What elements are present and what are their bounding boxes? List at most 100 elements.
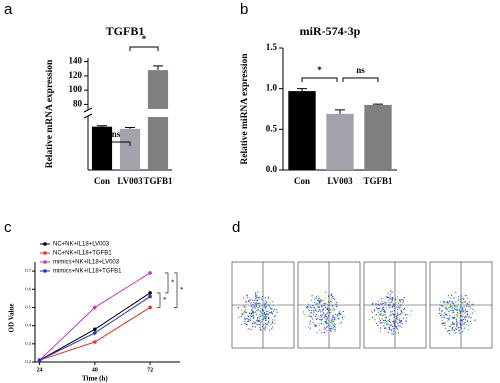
flow-dot bbox=[462, 296, 464, 298]
flow-dot bbox=[331, 325, 333, 328]
flow-dot bbox=[467, 313, 469, 315]
flow-dot bbox=[446, 321, 448, 323]
flow-dot bbox=[324, 323, 326, 326]
flow-dot bbox=[324, 306, 326, 309]
flow-dot bbox=[460, 327, 463, 329]
flow-dot bbox=[261, 304, 263, 306]
flow-dot bbox=[436, 314, 438, 316]
error-bar bbox=[297, 88, 307, 92]
flow-dot bbox=[463, 310, 465, 312]
flow-dot bbox=[342, 318, 344, 320]
flow-dot bbox=[244, 322, 246, 325]
flow-dot bbox=[444, 317, 446, 319]
flow-dot bbox=[243, 305, 245, 307]
flow-dot bbox=[248, 320, 250, 322]
x-tick-label: TGFB1 bbox=[143, 176, 173, 186]
flow-dot bbox=[317, 295, 319, 297]
annotation: * bbox=[163, 296, 167, 304]
flow-dot bbox=[379, 311, 381, 313]
flow-dot bbox=[255, 299, 257, 301]
flow-dot bbox=[396, 318, 398, 321]
flow-dot bbox=[246, 294, 248, 296]
flow-dot bbox=[456, 328, 458, 330]
bracket bbox=[101, 141, 131, 146]
flow-dot bbox=[397, 322, 399, 324]
flow-dot bbox=[307, 326, 309, 328]
flow-dot bbox=[327, 304, 329, 306]
flow-dot bbox=[319, 329, 321, 331]
flow-dot bbox=[321, 295, 323, 297]
flow-dot bbox=[390, 290, 392, 292]
flow-dot bbox=[265, 319, 267, 321]
flow-dot bbox=[440, 304, 442, 306]
flow-dot bbox=[320, 300, 322, 302]
flow-dot bbox=[410, 310, 412, 312]
flow-dot bbox=[463, 299, 465, 301]
flow-dot bbox=[325, 314, 327, 316]
flow-dot bbox=[456, 322, 458, 324]
annotation: * bbox=[171, 279, 175, 287]
flow-dot bbox=[319, 301, 321, 303]
flow-dot bbox=[373, 310, 375, 312]
x-tick-label: Con bbox=[294, 176, 310, 186]
flow-dot bbox=[267, 320, 269, 322]
flow-dot bbox=[451, 328, 453, 330]
flow-dot bbox=[377, 303, 379, 305]
flow-dot bbox=[257, 308, 259, 310]
flow-dot bbox=[272, 310, 275, 312]
flow-dot bbox=[445, 308, 447, 310]
flow-dot bbox=[377, 307, 379, 309]
flow-dot bbox=[309, 320, 311, 322]
bracket bbox=[165, 272, 169, 294]
flow-dot bbox=[386, 322, 388, 324]
flow-dot bbox=[403, 307, 406, 309]
flow-dot bbox=[392, 333, 395, 335]
flow-dot bbox=[322, 314, 324, 316]
flow-dot bbox=[253, 321, 255, 323]
flow-dot bbox=[247, 328, 249, 330]
flow-dot bbox=[387, 296, 390, 299]
flow-dot bbox=[439, 315, 441, 317]
flow-dot bbox=[452, 330, 454, 332]
y-tick-label: 0.4 bbox=[25, 323, 31, 328]
point bbox=[148, 271, 152, 275]
flow-dot bbox=[328, 319, 330, 322]
flow-dot bbox=[441, 305, 443, 307]
flow-dot bbox=[460, 294, 462, 296]
flow-dot bbox=[391, 310, 393, 313]
flow-dot bbox=[471, 312, 473, 314]
flow-dot bbox=[464, 316, 466, 318]
flow-dot bbox=[243, 310, 246, 312]
flow-dot bbox=[334, 321, 336, 323]
flow-dot bbox=[249, 319, 251, 322]
flow-dot bbox=[455, 314, 458, 316]
flow-dot bbox=[254, 292, 257, 294]
flow-dot bbox=[442, 300, 444, 302]
point bbox=[148, 291, 152, 295]
flow-dot bbox=[326, 323, 328, 325]
flow-dot bbox=[253, 306, 255, 308]
flow-dot bbox=[390, 328, 393, 331]
flow-dot bbox=[396, 301, 399, 303]
flow-dot bbox=[323, 305, 325, 307]
flow-dot bbox=[260, 321, 262, 323]
flow-dot bbox=[255, 307, 257, 309]
flow-dot bbox=[273, 315, 275, 317]
flow-dot bbox=[255, 322, 257, 324]
flow-dot bbox=[442, 323, 444, 325]
flow-dot bbox=[329, 311, 332, 314]
flow-dot bbox=[443, 314, 445, 317]
flow-dot bbox=[324, 321, 326, 323]
flow-dot bbox=[242, 297, 245, 299]
annotation: * bbox=[180, 286, 184, 294]
flow-dot bbox=[453, 314, 456, 317]
flow-dot bbox=[315, 318, 318, 321]
flow-dot bbox=[402, 311, 404, 314]
flow-dot bbox=[327, 317, 329, 319]
flow-dot bbox=[332, 328, 334, 330]
y-axis-label: Relative mRNA expression bbox=[45, 59, 55, 168]
flow-dot bbox=[323, 316, 325, 319]
flow-dot bbox=[462, 318, 464, 321]
flow-dot bbox=[377, 311, 380, 313]
flow-dot bbox=[317, 310, 320, 312]
